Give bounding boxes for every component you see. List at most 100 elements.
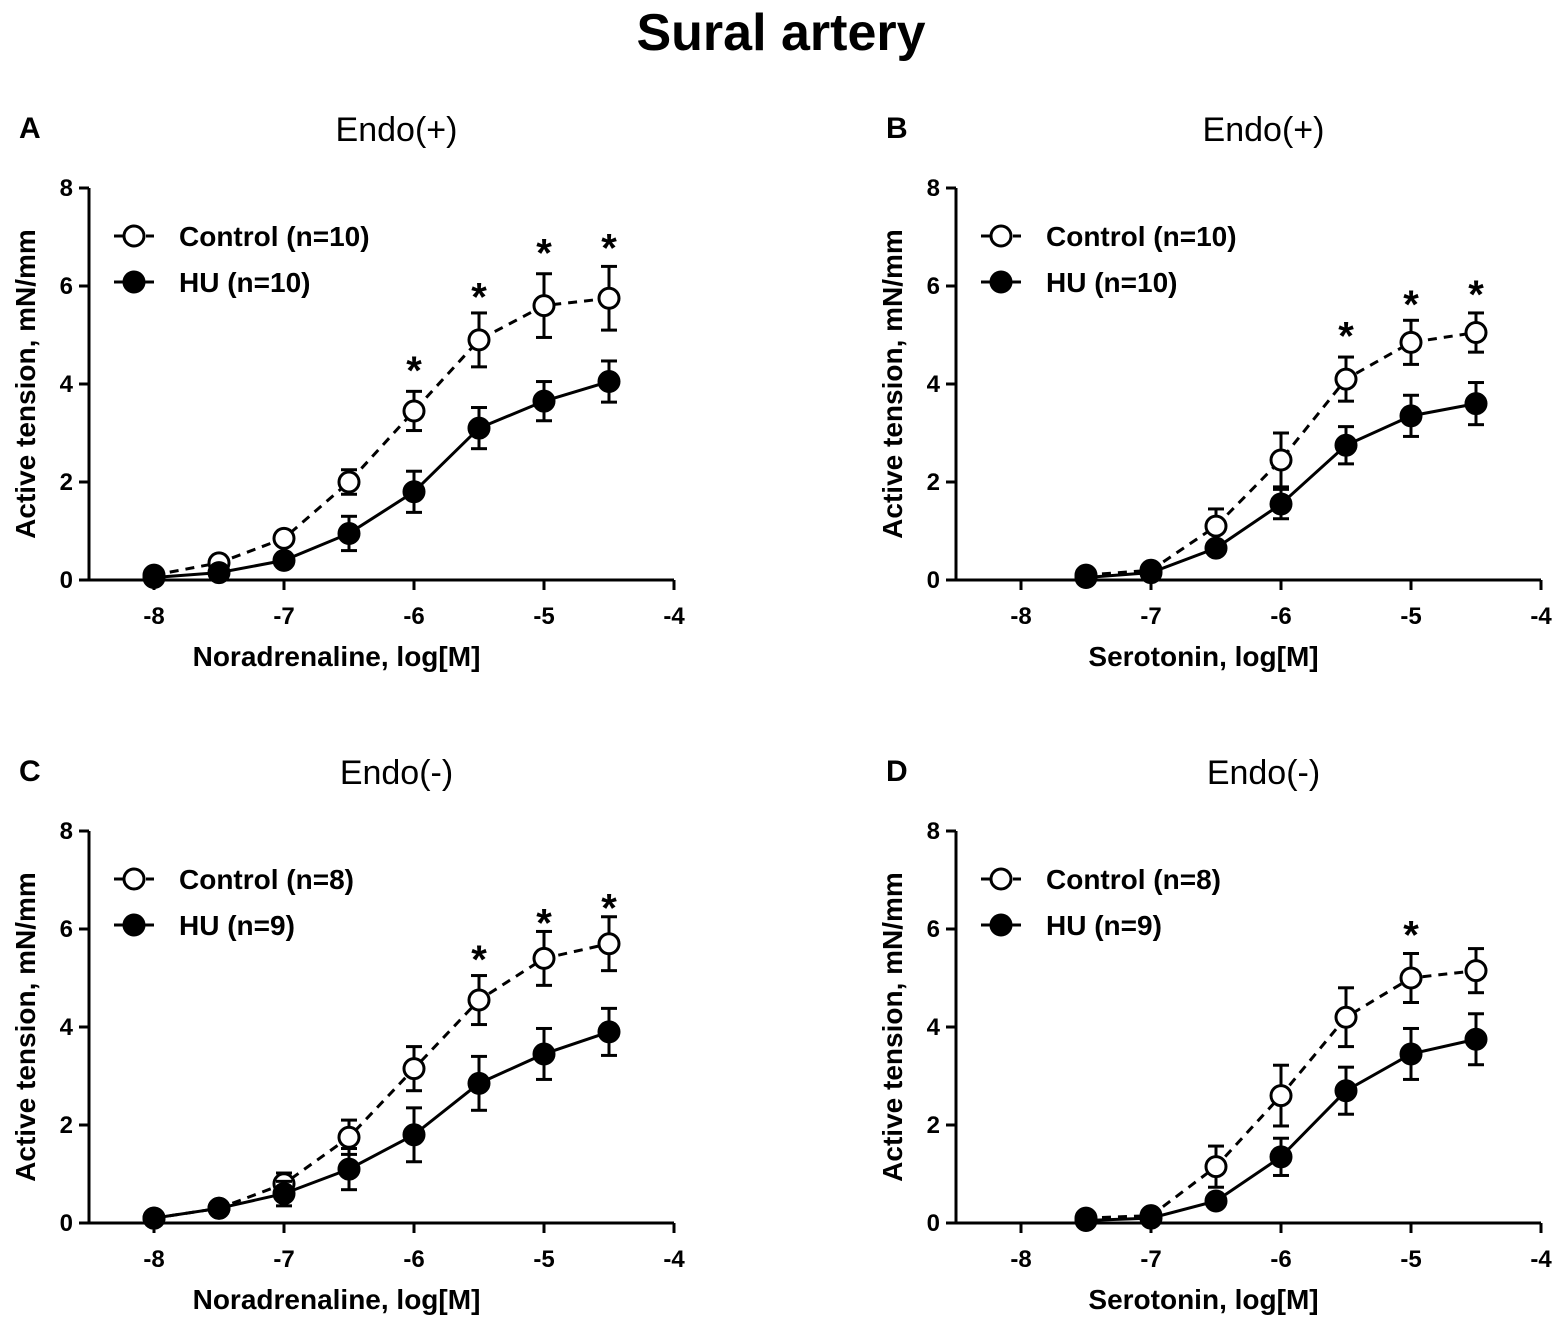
series-hu — [1074, 1012, 1488, 1233]
x-tick-label: -6 — [1270, 603, 1291, 630]
legend-label: Control (n=8) — [179, 864, 354, 895]
y-tick-label: 0 — [927, 567, 940, 594]
legend-entry: HU (n=10) — [981, 267, 1177, 298]
data-point — [402, 399, 426, 423]
data-point — [467, 328, 491, 352]
significance-asterisk: * — [471, 938, 487, 982]
x-axis-label: Serotonin, log[M] — [1088, 1284, 1318, 1315]
panel-title: Endo(-) — [340, 754, 453, 792]
data-point — [1399, 1042, 1423, 1066]
y-tick-label: 8 — [927, 818, 940, 845]
x-tick-label: -8 — [143, 1246, 164, 1273]
y-tick-label: 0 — [60, 1210, 73, 1237]
y-tick-label: 0 — [927, 1210, 940, 1237]
legend-marker — [122, 270, 146, 294]
series-control — [142, 264, 621, 587]
legend-label: Control (n=10) — [179, 221, 370, 252]
data-point — [597, 286, 621, 310]
legend-marker — [122, 867, 146, 891]
y-tick-label: 2 — [927, 469, 940, 496]
data-point — [337, 1125, 361, 1149]
x-tick-label: -4 — [1530, 1246, 1552, 1273]
x-axis-label: Serotonin, log[M] — [1088, 641, 1318, 672]
panel-letter: D — [886, 755, 908, 788]
y-tick-label: 6 — [927, 273, 940, 300]
data-point — [1464, 392, 1488, 416]
significance-asterisk: * — [471, 275, 487, 319]
panel-title: Endo(+) — [1203, 111, 1325, 149]
x-tick-label: -7 — [1140, 603, 1161, 630]
data-point — [272, 526, 296, 550]
panel-letter: B — [886, 112, 908, 145]
data-point — [1269, 448, 1293, 472]
legend-marker — [122, 913, 146, 937]
data-point — [467, 416, 491, 440]
data-point — [1204, 1189, 1228, 1213]
data-point — [1204, 514, 1228, 538]
y-axis-label: Active tension, mN/mm — [877, 872, 908, 1182]
series-hu — [142, 359, 621, 590]
series-control — [1074, 311, 1488, 587]
series-control — [142, 915, 621, 1230]
legend-marker — [989, 224, 1013, 248]
data-point — [597, 932, 621, 956]
x-tick-label: -5 — [533, 1246, 554, 1273]
legend-entry: Control (n=8) — [981, 864, 1221, 895]
significance-asterisk: * — [1468, 273, 1484, 317]
data-point — [1464, 321, 1488, 345]
significance-asterisk: * — [536, 231, 552, 275]
data-point — [532, 946, 556, 970]
data-point — [1204, 1155, 1228, 1179]
series-hu — [142, 1006, 621, 1230]
y-tick-label: 4 — [60, 371, 74, 398]
data-point — [1464, 959, 1488, 983]
legend-entry: Control (n=10) — [981, 221, 1237, 252]
legend-label: HU (n=9) — [1046, 910, 1162, 941]
figure-title: Sural artery — [636, 4, 926, 62]
data-point — [597, 1020, 621, 1044]
data-point — [402, 1123, 426, 1147]
x-tick-label: -6 — [403, 1246, 424, 1273]
data-point — [142, 566, 166, 590]
y-tick-label: 2 — [927, 1112, 940, 1139]
data-point — [532, 1042, 556, 1066]
legend-marker — [122, 224, 146, 248]
x-tick-label: -7 — [1140, 1246, 1161, 1273]
legend-entry: HU (n=9) — [981, 910, 1162, 941]
data-point — [337, 1157, 361, 1181]
y-axis-label: Active tension, mN/mm — [877, 229, 908, 539]
data-point — [1334, 367, 1358, 391]
data-point — [1139, 561, 1163, 585]
series-control — [1074, 947, 1488, 1230]
y-tick-label: 0 — [60, 567, 73, 594]
significance-asterisk: * — [1403, 914, 1419, 958]
x-tick-label: -5 — [1400, 1246, 1421, 1273]
significance-asterisk: * — [1403, 283, 1419, 327]
panel-letter: C — [19, 755, 41, 788]
data-point — [467, 988, 491, 1012]
legend-label: HU (n=10) — [1046, 267, 1177, 298]
panel-title: Endo(-) — [1207, 754, 1320, 792]
legend-label: Control (n=10) — [1046, 221, 1237, 252]
y-tick-label: 4 — [927, 371, 941, 398]
series-line — [153, 296, 610, 577]
panel-letter: A — [19, 112, 41, 145]
data-point — [597, 370, 621, 394]
data-point — [1399, 330, 1423, 354]
x-tick-label: -8 — [143, 603, 164, 630]
y-tick-label: 2 — [60, 1112, 73, 1139]
data-point — [467, 1071, 491, 1095]
data-point — [532, 294, 556, 318]
panel-d: D Endo(-) 0 2 4 6 8 -8 -7 -6 -5 -4 Serotonin, log[M]… — [877, 754, 1552, 1315]
data-point — [1334, 433, 1358, 457]
data-point — [207, 561, 231, 585]
y-tick-label: 4 — [927, 1014, 941, 1041]
significance-asterisk: * — [1338, 315, 1354, 359]
x-tick-label: -4 — [1530, 603, 1552, 630]
data-point — [207, 1196, 231, 1220]
data-point — [1334, 1079, 1358, 1103]
x-tick-label: -8 — [1010, 603, 1031, 630]
series-line — [153, 942, 610, 1220]
panel-a: A Endo(+) 0 2 4 6 8 -8 -7 -6 -5 -4 Noradrenaline, lo… — [10, 111, 685, 672]
data-point — [1334, 1005, 1358, 1029]
